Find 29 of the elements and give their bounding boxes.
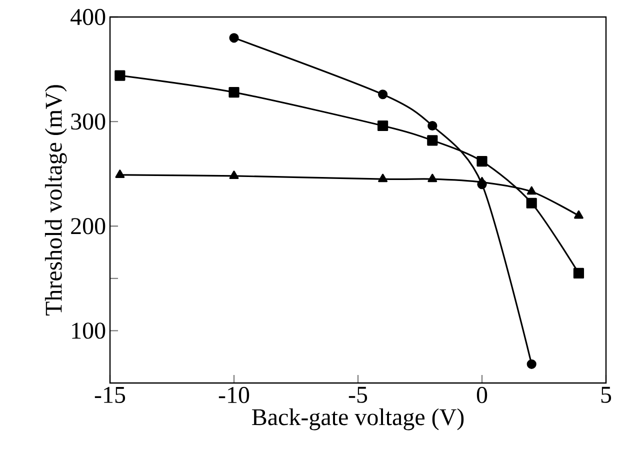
y-tick-label: 100 [72,322,106,339]
point [573,268,584,278]
point [378,174,388,182]
point [526,186,536,195]
point [115,170,125,178]
point [427,135,438,146]
point [428,120,438,131]
x-tick-label: -5 [348,386,368,403]
point [477,180,487,190]
point [228,86,240,98]
y-tick-label: 400 [70,8,106,26]
point [574,210,584,219]
point [526,359,536,369]
x-tick-label: 0 [476,386,488,404]
point [526,198,537,208]
x-tick-label: -15 [94,386,126,403]
point [229,170,239,179]
y-axis-title: Threshold voltage (mV) [44,85,67,316]
y-tick-label: 300 [71,113,106,130]
x-tick-label: 5 [601,386,612,403]
point [378,90,388,100]
x-axis-title: Back-gate voltage (V) [252,408,464,430]
y-tick-label: 200 [71,218,106,234]
point [428,174,438,182]
point [229,33,239,43]
point [378,120,388,132]
point [476,156,488,167]
point [114,70,126,81]
x-tick-label: -10 [218,386,250,404]
